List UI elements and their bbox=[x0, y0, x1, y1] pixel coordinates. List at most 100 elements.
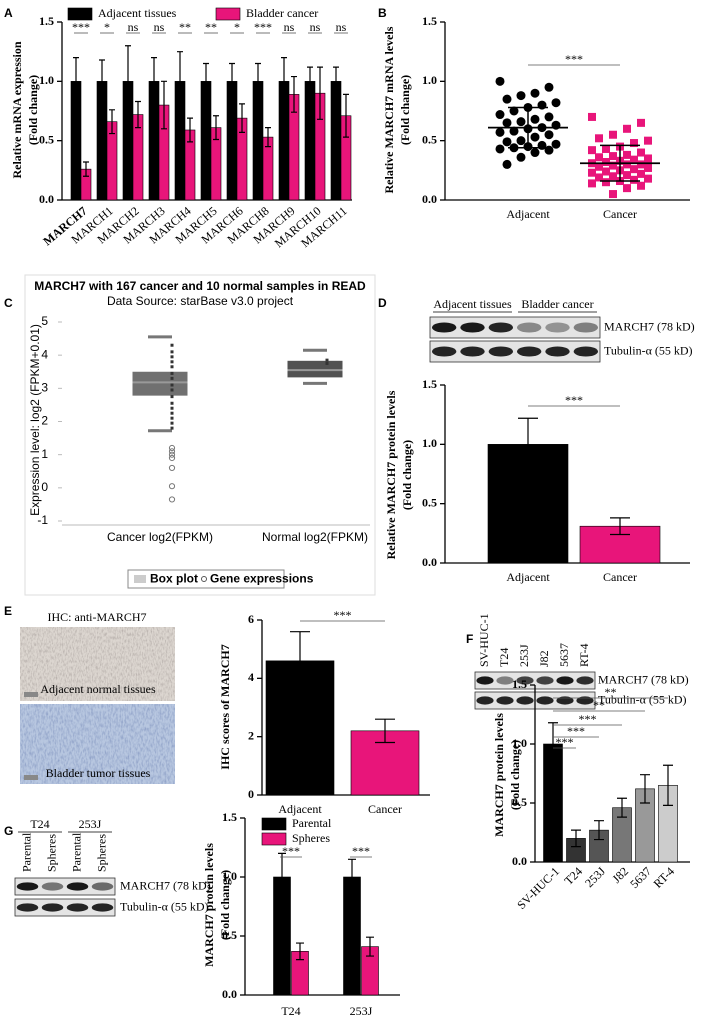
significance-label: ns bbox=[128, 20, 139, 34]
lane-label: 253J bbox=[517, 644, 531, 667]
point bbox=[602, 167, 610, 176]
blot-band bbox=[460, 322, 485, 333]
error-bar bbox=[161, 80, 167, 130]
legend-label: Box plot bbox=[150, 572, 198, 586]
y-tick-label: 0.0 bbox=[422, 192, 437, 206]
x-tick-label: T24 bbox=[281, 1004, 300, 1018]
blot-band bbox=[66, 882, 89, 891]
error-bar bbox=[255, 62, 261, 100]
point bbox=[544, 145, 554, 155]
y-tick-label: 0.0 bbox=[222, 987, 237, 1001]
significance-label: *** bbox=[565, 52, 583, 66]
band-label: MARCH7 (78 kD) bbox=[604, 319, 695, 333]
blot-band bbox=[460, 346, 485, 357]
point bbox=[637, 148, 645, 157]
point bbox=[588, 179, 596, 188]
error-bar bbox=[135, 100, 141, 129]
x-tick-label: Cancer log2(FPKM) bbox=[107, 530, 213, 544]
point bbox=[602, 178, 610, 187]
y-axis-label: Relative MARCH7 protein levels bbox=[384, 390, 398, 559]
x-tick-label: Adjacent bbox=[278, 802, 322, 816]
point bbox=[595, 134, 603, 143]
y-axis-label: Relative MARCH7 mRNA levels bbox=[382, 26, 396, 193]
point bbox=[509, 106, 519, 116]
point bbox=[637, 118, 645, 127]
blot-band bbox=[66, 903, 89, 912]
error-bar bbox=[317, 66, 323, 120]
x-tick-label: 253J bbox=[350, 1004, 373, 1018]
error-bar bbox=[99, 59, 105, 104]
point bbox=[588, 112, 596, 121]
blot-band bbox=[516, 676, 534, 685]
point bbox=[170, 376, 174, 380]
band-label: MARCH7 (78 kD) bbox=[120, 878, 211, 892]
point bbox=[588, 168, 596, 177]
y-tick-label: 1.0 bbox=[422, 73, 437, 87]
error-bar bbox=[594, 820, 604, 841]
blot-band bbox=[576, 696, 594, 705]
y-axis-label: (Fold change) bbox=[400, 440, 414, 510]
point bbox=[637, 160, 645, 169]
significance-label: *** bbox=[72, 20, 90, 34]
point bbox=[595, 173, 603, 182]
point bbox=[530, 148, 540, 158]
point bbox=[551, 98, 561, 108]
ihc-texture bbox=[20, 627, 175, 701]
y-tick-label: 2 bbox=[248, 728, 254, 742]
point bbox=[170, 411, 174, 415]
point bbox=[170, 426, 174, 430]
y-tick-label: 1.5 bbox=[422, 377, 437, 391]
group-label: Bladder cancer bbox=[521, 297, 593, 311]
error-bar bbox=[177, 51, 183, 112]
outlier bbox=[168, 464, 176, 472]
legend-label: Spheres bbox=[292, 831, 330, 845]
group-label: Adjacent tissues bbox=[433, 297, 512, 311]
y-tick-label: 6 bbox=[248, 612, 254, 626]
significance-label: *** bbox=[556, 735, 574, 749]
chart-subtitle: Data Source: starBase v3.0 project bbox=[107, 294, 294, 308]
blot-band bbox=[496, 676, 514, 685]
x-tick-label: Cancer bbox=[603, 570, 637, 584]
y-tick-label: 0.5 bbox=[39, 132, 54, 146]
ihc-texture bbox=[20, 704, 175, 784]
point bbox=[609, 190, 617, 199]
error-bar bbox=[571, 829, 581, 848]
significance-label: *** bbox=[579, 712, 597, 726]
panel-letter: C bbox=[4, 296, 13, 310]
significance-label: *** bbox=[334, 608, 352, 622]
outlier bbox=[168, 448, 176, 455]
point bbox=[530, 114, 540, 124]
error-bar bbox=[348, 858, 356, 896]
error-bar bbox=[229, 62, 235, 100]
y-tick-label: 0.5 bbox=[422, 132, 437, 146]
legend-label: Gene expressions bbox=[210, 572, 314, 586]
outlier bbox=[168, 451, 176, 458]
blot-band bbox=[91, 882, 114, 891]
blot-band bbox=[41, 903, 64, 912]
panel-letter: A bbox=[4, 6, 13, 20]
blot-band bbox=[545, 346, 570, 357]
y-tick-label: 0.5 bbox=[422, 495, 437, 509]
y-axis-label: (Fold change) bbox=[508, 740, 522, 810]
image-label: Bladder tumor tissues bbox=[46, 766, 151, 780]
point bbox=[623, 150, 631, 159]
blot-strip bbox=[14, 898, 116, 917]
blot-band bbox=[573, 322, 599, 333]
point bbox=[530, 88, 540, 98]
significance-label: ns bbox=[284, 20, 295, 34]
point bbox=[170, 343, 174, 347]
sd-bar bbox=[508, 106, 548, 149]
legend-swatch bbox=[215, 7, 241, 21]
bar bbox=[330, 81, 342, 201]
outlier bbox=[168, 483, 176, 490]
x-tick-label: Adjacent bbox=[506, 570, 550, 584]
legend-label: Adjacent tissues bbox=[98, 6, 177, 20]
y-tick-label: 0.0 bbox=[39, 192, 54, 206]
x-tick-label: Cancer bbox=[368, 802, 402, 816]
point bbox=[623, 124, 631, 133]
point bbox=[516, 117, 526, 127]
point bbox=[170, 388, 174, 392]
point bbox=[609, 172, 617, 181]
legend-label: Parental bbox=[292, 816, 332, 830]
lane-label: RT-4 bbox=[577, 643, 591, 667]
